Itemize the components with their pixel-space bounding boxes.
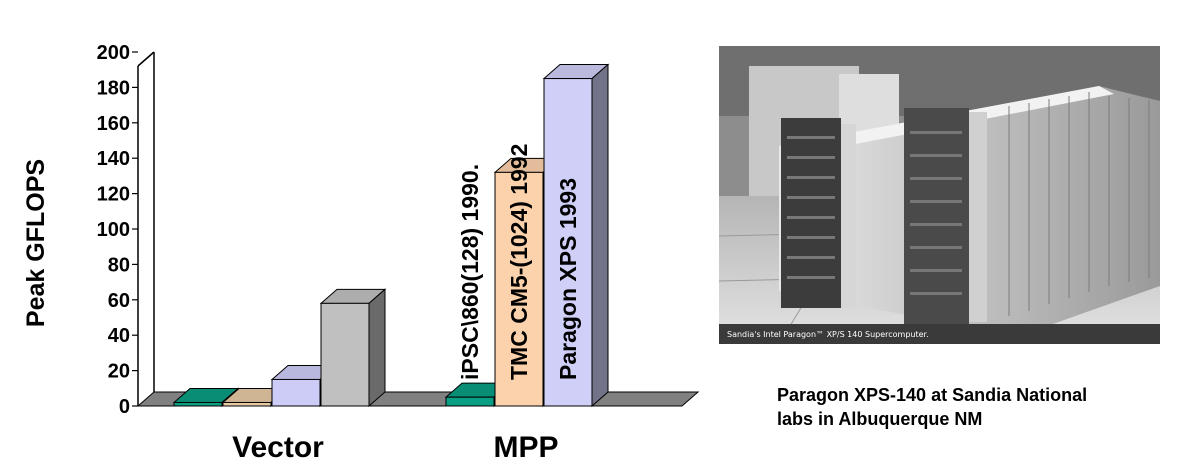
- bar-front: [494, 171, 544, 407]
- y-tick-labels: 0 20 40 60 80 100 120 140 160 180 200: [97, 42, 138, 418]
- bar-data-label: iPSC\860(128) 1990.: [457, 164, 483, 380]
- x-category-mpp: MPP: [493, 431, 558, 464]
- supercomputer-photo: Sandia's Intel Paragon™ XP/S 140 Superco…: [719, 46, 1160, 344]
- bar-front: [445, 396, 495, 407]
- y-axis-label: Peak GFLOPS: [22, 159, 50, 327]
- bar-labels: iPSC\860(128) 1990. TMC CM5-(1024) 1992 Pa…: [457, 144, 581, 380]
- y-tick-label: 180: [97, 77, 130, 99]
- bar-front: [543, 78, 593, 407]
- y-tick-label: 40: [108, 325, 130, 347]
- bar-front: [222, 401, 272, 407]
- bar-side: [368, 288, 386, 408]
- y-tick-label: 80: [108, 254, 130, 276]
- image-caption: Paragon XPS-140 at Sandia National labs …: [777, 385, 1088, 429]
- y-tick-label: 160: [97, 113, 130, 135]
- y-tick-label: 200: [97, 42, 130, 64]
- chart-bars: [172, 63, 610, 408]
- bar-side: [591, 63, 609, 408]
- y-tick-label: 140: [97, 148, 130, 170]
- bar: [319, 288, 387, 408]
- y-tick-label: 120: [97, 184, 130, 206]
- photo-illustration: [719, 46, 1160, 344]
- bar-data-label: TMC CM5-(1024) 1992: [506, 144, 532, 380]
- y-tick-label: 100: [97, 219, 130, 241]
- x-category-vector: Vector: [232, 431, 324, 464]
- bar: [542, 63, 610, 408]
- y-tick-label: 0: [119, 396, 130, 418]
- bar-front: [173, 401, 223, 407]
- y-axis-top-edge: [137, 51, 155, 67]
- bar-front: [271, 378, 321, 407]
- y-tick-label: 60: [108, 290, 130, 312]
- bar-front: [320, 302, 370, 407]
- bar-data-label: Paragon XPS 1993: [555, 178, 581, 380]
- bar-chart: 0 20 40 60 80 100 120 140 160 180 200 iPSC\860(128…: [22, 42, 700, 464]
- chart-axes: [136, 51, 700, 407]
- y-tick-label: 20: [108, 361, 130, 383]
- photo-caption: Sandia's Intel Paragon™ XP/S 140 Superco…: [727, 330, 929, 339]
